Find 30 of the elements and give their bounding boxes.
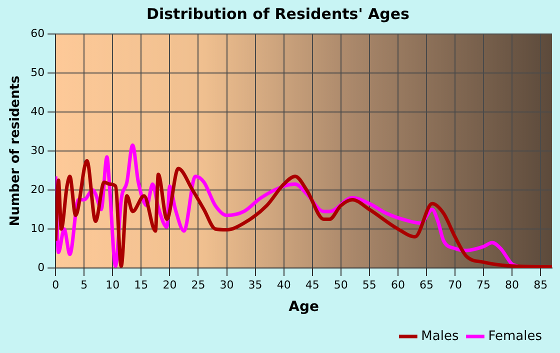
x-tick-label: 60 xyxy=(390,278,405,292)
y-tick-label: 50 xyxy=(30,66,45,79)
y-tick-label: 0 xyxy=(38,260,45,274)
legend-label: Females xyxy=(488,328,542,344)
x-tick-label: 5 xyxy=(80,278,88,292)
x-tick-label: 10 xyxy=(106,278,120,292)
y-tick-label: 40 xyxy=(30,104,45,118)
y-tick-label: 60 xyxy=(30,26,45,40)
x-tick-label: 45 xyxy=(305,278,320,292)
y-tick-label: 20 xyxy=(30,182,45,196)
x-tick-label: 85 xyxy=(534,278,548,292)
x-tick-label: 15 xyxy=(134,278,148,292)
x-tick-label: 75 xyxy=(476,278,491,292)
legend-label: Males xyxy=(421,328,459,344)
x-axis-title: Age xyxy=(288,299,319,316)
y-tick-label: 30 xyxy=(30,144,45,157)
x-tick-label: 65 xyxy=(419,278,434,292)
x-tick-label: 70 xyxy=(448,278,462,292)
y-axis-title: Number of residents xyxy=(8,75,24,226)
x-tick-label: 80 xyxy=(505,278,520,292)
x-tick-label: 20 xyxy=(162,278,177,292)
x-tick-label: 55 xyxy=(362,278,376,292)
y-tick-label: 10 xyxy=(30,222,45,235)
x-tick-label: 40 xyxy=(276,278,291,292)
x-tick-label: 25 xyxy=(191,278,206,292)
x-tick-label: 0 xyxy=(52,278,60,292)
x-tick-label: 30 xyxy=(220,278,234,292)
x-tick-label: 50 xyxy=(334,278,348,292)
chart-title: Distribution of Residents' Ages xyxy=(146,4,410,23)
x-tick-label: 35 xyxy=(248,278,262,292)
